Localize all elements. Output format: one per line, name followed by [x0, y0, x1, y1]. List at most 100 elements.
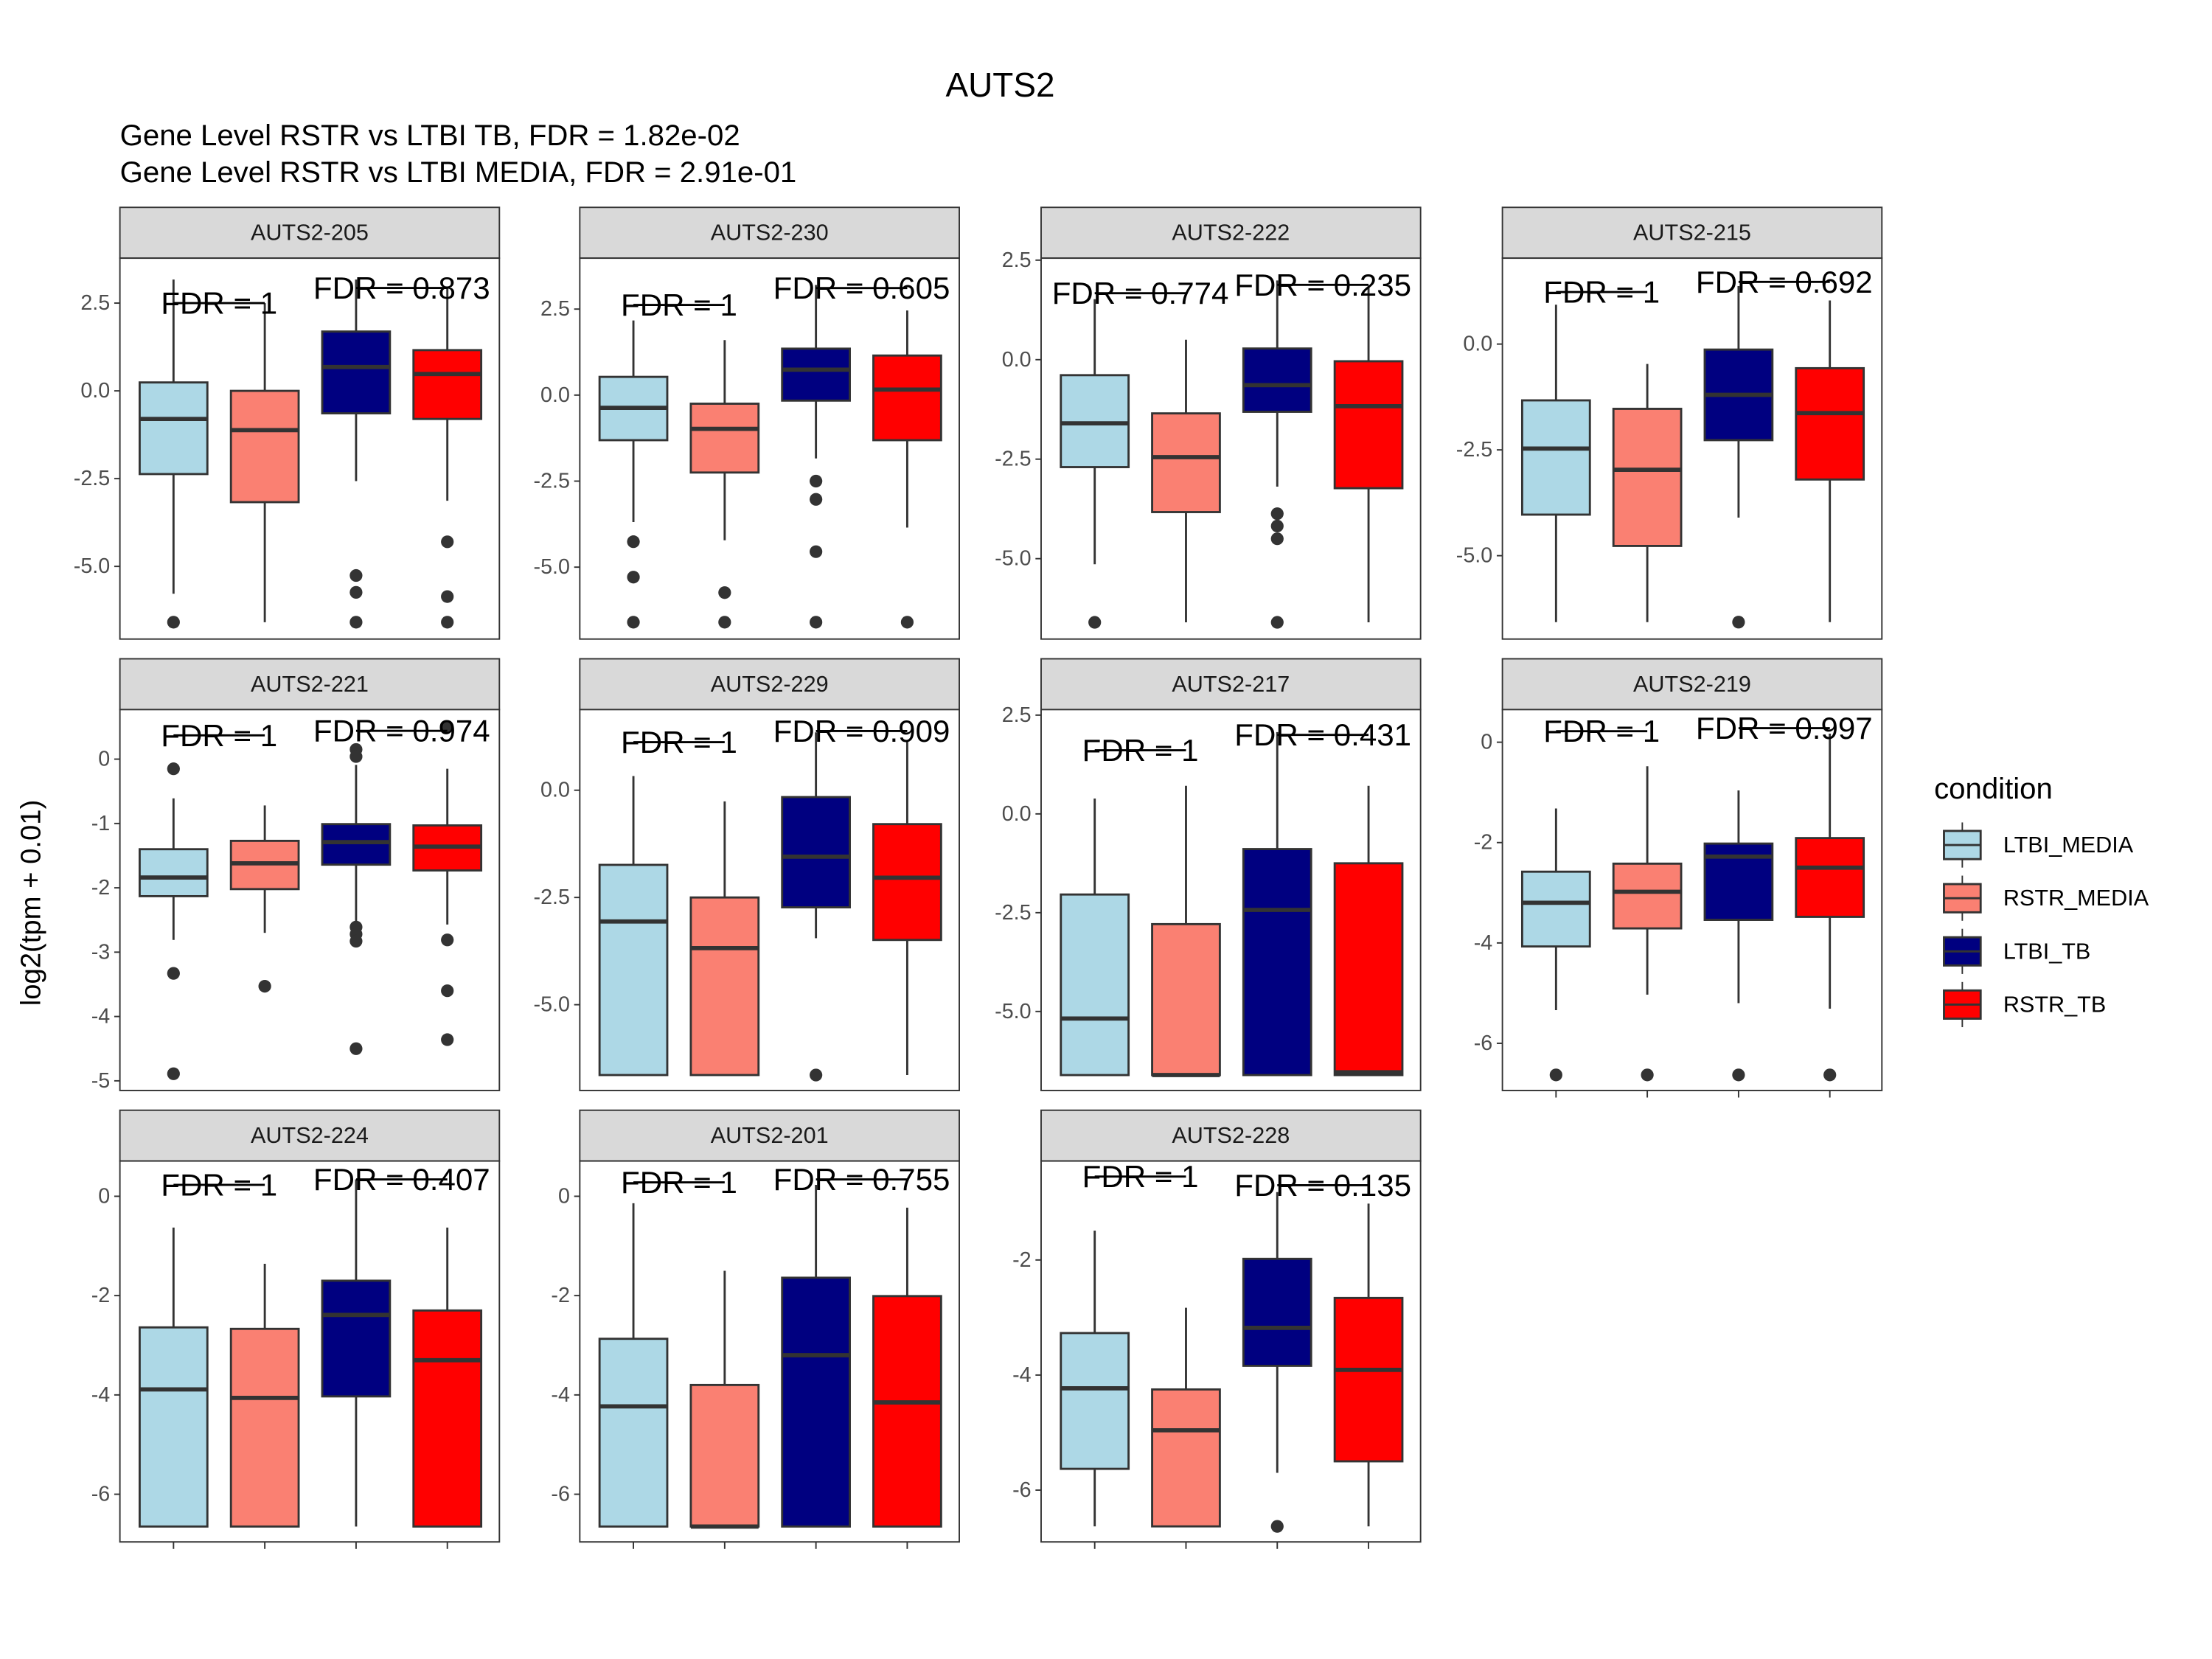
legend-label: LTBI_TB	[2003, 939, 2091, 964]
box	[872, 354, 942, 442]
y-tick-label: -4	[551, 1383, 570, 1407]
y-tick-label: -2.5	[534, 470, 570, 493]
outlier	[167, 616, 180, 629]
y-tick-label: -3	[91, 940, 111, 964]
legend-label: RSTR_TB	[2003, 992, 2106, 1017]
box	[1520, 399, 1591, 516]
strip-label: AUTS2-228	[1172, 1123, 1290, 1148]
comparison-label: FDR = 0.235	[1234, 268, 1411, 302]
outlier	[810, 474, 823, 488]
subtitle: Gene Level RSTR vs LTBI TB, FDR = 1.82e-…	[120, 119, 740, 152]
outlier	[258, 979, 271, 993]
outlier	[810, 545, 823, 558]
y-tick-label: 0.0	[80, 379, 110, 403]
strip	[1040, 658, 1422, 711]
box	[1612, 862, 1683, 930]
outlier	[810, 616, 823, 629]
y-tick-label: 0	[98, 1184, 110, 1208]
box	[321, 1279, 392, 1398]
outlier	[900, 616, 914, 629]
outlier	[441, 984, 454, 998]
y-tick-label: 2.5	[1002, 703, 1032, 727]
outlier	[1823, 1068, 1837, 1082]
strip	[1040, 1109, 1422, 1162]
y-tick-label: 0	[558, 1184, 570, 1208]
box	[781, 1276, 851, 1528]
box	[598, 863, 669, 1077]
y-tick-label: 0.0	[1002, 348, 1032, 372]
box	[321, 330, 392, 415]
box	[138, 1326, 209, 1528]
strip-label: AUTS2-201	[711, 1123, 829, 1148]
y-tick-label: -2	[91, 1284, 111, 1307]
comparison-label: FDR = 1	[1543, 275, 1660, 310]
y-tick-label: -6	[1012, 1478, 1032, 1502]
outlier	[349, 1042, 363, 1055]
box	[598, 1338, 669, 1528]
box	[1151, 1388, 1221, 1528]
y-tick-label: -4	[1474, 931, 1493, 955]
box	[1151, 412, 1221, 513]
box	[138, 381, 209, 476]
strip-label: AUTS2-229	[711, 672, 829, 697]
comparison-label: FDR = 0.692	[1696, 265, 1873, 299]
box	[321, 823, 392, 866]
strip-label: AUTS2-222	[1172, 220, 1290, 246]
y-tick-label: -5.0	[995, 1000, 1031, 1023]
comparison-label: FDR = 0.431	[1234, 717, 1411, 752]
box	[1795, 837, 1865, 918]
y-tick-label: -2	[91, 876, 111, 900]
comparison-label: FDR = 0.407	[313, 1162, 490, 1197]
y-tick-label: -2	[551, 1284, 570, 1307]
strip-label: AUTS2-215	[1633, 220, 1751, 246]
outlier	[1270, 532, 1284, 546]
box	[412, 1309, 483, 1528]
strip	[119, 206, 501, 260]
y-tick-label: -5.0	[1456, 544, 1492, 568]
y-tick-label: -5.0	[534, 555, 570, 579]
y-tick-label: -4	[91, 1005, 111, 1029]
y-tick-label: -2.5	[995, 448, 1031, 471]
outlier	[441, 535, 454, 549]
legend-title: condition	[1934, 772, 2053, 805]
comparison-label: FDR = 1	[1082, 733, 1199, 768]
box	[1242, 848, 1312, 1077]
outlier	[1270, 519, 1284, 533]
box	[229, 389, 300, 504]
outlier	[167, 967, 180, 980]
comparison-label: FDR = 0.997	[1696, 711, 1873, 745]
y-tick-label: -6	[91, 1483, 111, 1506]
outlier	[1641, 1068, 1654, 1082]
outlier	[627, 535, 640, 549]
outlier	[441, 616, 454, 629]
box	[1151, 922, 1221, 1077]
comparison-label: FDR = 1	[161, 286, 277, 321]
outlier	[167, 762, 180, 776]
box	[1242, 347, 1312, 413]
strip-label: AUTS2-230	[711, 220, 829, 246]
outlier	[167, 1067, 180, 1080]
box	[689, 403, 760, 474]
outlier	[349, 934, 363, 948]
y-tick-label: -4	[91, 1383, 111, 1407]
y-tick-label: 0.0	[540, 779, 570, 802]
strip-label: AUTS2-224	[251, 1123, 369, 1148]
legend-label: LTBI_MEDIA	[2003, 832, 2134, 858]
box	[1520, 870, 1591, 948]
comparison-label: FDR = 1	[161, 718, 277, 753]
comparison-label: FDR = 1	[621, 1165, 737, 1200]
chart-title: AUTS2	[946, 66, 1055, 104]
y-tick-label: -2.5	[534, 886, 570, 909]
y-tick-label: 0.0	[1002, 802, 1032, 826]
box	[689, 1383, 760, 1528]
box	[412, 349, 483, 420]
comparison-label: FDR = 1	[161, 1167, 277, 1202]
y-tick-label: 2.5	[540, 297, 570, 321]
box	[1060, 374, 1130, 468]
outlier	[1270, 1520, 1284, 1533]
outlier	[441, 590, 454, 603]
y-tick-label: 2.5	[80, 291, 110, 315]
comparison-label: FDR = 1	[621, 288, 737, 322]
y-tick-label: -2	[1474, 831, 1493, 855]
